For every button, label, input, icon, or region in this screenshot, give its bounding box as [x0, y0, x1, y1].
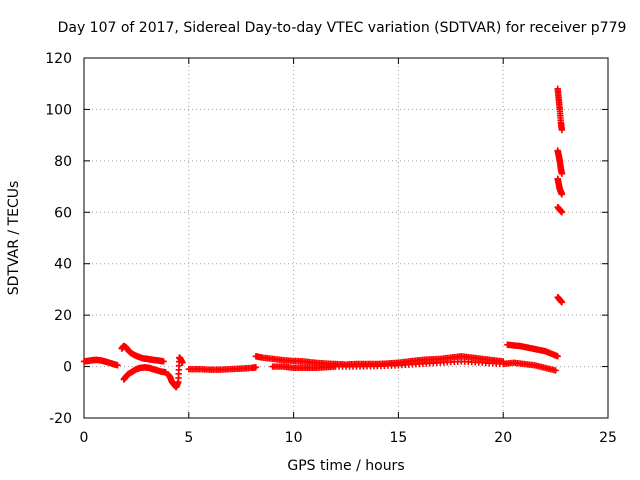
- y-tick-label: -20: [49, 411, 72, 427]
- y-tick-label: 80: [54, 154, 72, 170]
- plot-frame: [83, 57, 609, 419]
- series-seg-22-8-60: [554, 203, 566, 216]
- x-tick-label: 25: [599, 430, 617, 446]
- x-axis-label: GPS time / hours: [287, 458, 404, 474]
- data-point: [252, 364, 260, 371]
- y-tick-label: 60: [54, 205, 72, 221]
- data-point: [179, 359, 186, 366]
- axis-ticks: 0 5 10 15 20 25 -20 0 20 40 60 80 100 120: [45, 51, 617, 446]
- x-tick-label: 15: [389, 430, 407, 446]
- series-seg-22-8-mid: [554, 147, 566, 177]
- series-seg-2-lower: [120, 364, 169, 383]
- y-tick-label: 40: [54, 257, 72, 273]
- series-seg-8-20-lower: [269, 358, 559, 374]
- series-seg-0-1: [80, 356, 121, 369]
- y-tick-label: 100: [45, 102, 72, 118]
- series-seg-22-8-top: [554, 85, 566, 134]
- y-tick-label: 120: [45, 51, 72, 67]
- y-tick-label: 20: [54, 308, 72, 324]
- data-point: [558, 126, 566, 134]
- series-seg-4: [164, 354, 186, 391]
- series-seg-22-8-low: [554, 175, 566, 198]
- x-tick-label: 0: [80, 430, 89, 446]
- y-tick-label: 0: [63, 360, 72, 376]
- chart-title: Day 107 of 2017, Sidereal Day-to-day VTE…: [58, 20, 627, 36]
- x-tick-label: 5: [184, 430, 193, 446]
- data-point: [114, 362, 121, 369]
- data-point: [558, 299, 566, 306]
- series-seg-20-23: [504, 341, 561, 360]
- data-point: [552, 367, 559, 374]
- x-tick-label: 10: [285, 430, 303, 446]
- data-point: [558, 170, 566, 177]
- data-point: [554, 353, 561, 360]
- data-point: [160, 358, 167, 365]
- x-tick-label: 20: [494, 430, 512, 446]
- data-point: [558, 191, 566, 198]
- series-seg-22-8-25: [554, 293, 566, 306]
- y-axis-label: SDTVAR / TECUs: [6, 181, 22, 296]
- series-seg-5-8: [185, 364, 260, 373]
- data-point: [558, 209, 566, 216]
- data-points: [80, 85, 566, 391]
- series-seg-2-upper: [118, 342, 167, 365]
